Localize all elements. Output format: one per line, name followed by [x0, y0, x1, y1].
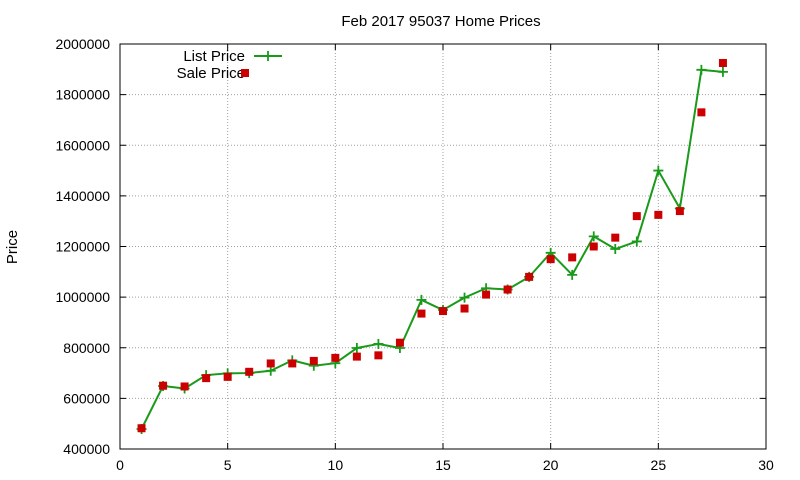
sale-price-point	[223, 372, 232, 381]
sale-price-point	[697, 108, 706, 117]
y-tick-label: 600000	[63, 390, 110, 406]
y-tick-label: 1200000	[55, 239, 110, 255]
sale-price-point	[460, 304, 469, 313]
sale-price-point	[202, 374, 211, 383]
list-price-point	[373, 338, 384, 349]
list-price-point	[696, 64, 707, 75]
sale-price-point	[266, 359, 275, 368]
y-tick-label: 1600000	[55, 137, 110, 153]
sale-price-point	[482, 290, 491, 299]
axis-ticks: 0 5 10 15 20 25 30 400000 600000 800000 1000000 120…	[55, 36, 774, 473]
sale-price-point	[611, 233, 620, 242]
x-tick-label: 0	[116, 457, 124, 473]
sale-price-point	[137, 424, 146, 433]
grid	[120, 44, 766, 449]
y-tick-label: 800000	[63, 340, 110, 356]
list-price-line	[140, 68, 724, 430]
list-price-point	[588, 231, 599, 242]
list-price-point	[265, 365, 276, 376]
sale-price-point	[525, 272, 534, 281]
sale-price-point	[589, 242, 598, 251]
sale-price-point	[417, 309, 426, 318]
sale-price-point	[568, 253, 577, 262]
sale-price-point	[503, 285, 512, 294]
y-tick-label: 1800000	[55, 87, 110, 103]
sale-price-point	[439, 307, 447, 316]
list-price-point	[567, 269, 578, 280]
y-tick-label: 1400000	[55, 188, 110, 204]
series	[136, 58, 728, 435]
legend-label: Sale Price	[177, 65, 245, 82]
x-tick-label: 30	[758, 457, 774, 473]
x-tick-label: 25	[651, 457, 667, 473]
list-price-point	[459, 292, 470, 303]
legend-label: List Price	[183, 48, 245, 65]
x-tick-label: 15	[435, 457, 451, 473]
sale-price-point	[718, 58, 727, 67]
sale-price-point	[352, 352, 361, 361]
y-tick-label: 400000	[63, 441, 110, 457]
sale-price-point	[288, 359, 297, 368]
sale-price-point	[180, 382, 189, 391]
legend-square-swatch	[241, 69, 249, 77]
list-price-point	[416, 294, 427, 305]
sale-price-point	[654, 210, 663, 219]
sale-price-point	[546, 255, 555, 264]
y-tick-label: 2000000	[55, 36, 110, 52]
sale-price-point	[331, 353, 340, 362]
list-price-point	[351, 343, 362, 354]
x-tick-label: 10	[328, 457, 344, 473]
y-axis-label: Price	[4, 230, 21, 264]
sale-price-point	[374, 351, 383, 360]
list-price-point	[717, 66, 728, 77]
list-price-point	[610, 244, 621, 255]
chart-title: Feb 2017 95037 Home Prices	[341, 13, 540, 30]
sale-price-point	[675, 207, 684, 216]
x-tick-label: 5	[224, 457, 232, 473]
sale-price-point	[245, 367, 254, 376]
list-price-point	[631, 236, 642, 247]
sale-price-point	[632, 212, 641, 221]
y-tick-label: 1000000	[55, 289, 110, 305]
sale-price-point	[159, 381, 168, 390]
x-tick-label: 20	[543, 457, 559, 473]
legend-plus-swatch	[263, 51, 273, 61]
list-price-point	[653, 165, 664, 176]
series-2	[137, 58, 727, 433]
sale-price-point	[395, 338, 404, 347]
sale-price-point	[309, 356, 318, 365]
